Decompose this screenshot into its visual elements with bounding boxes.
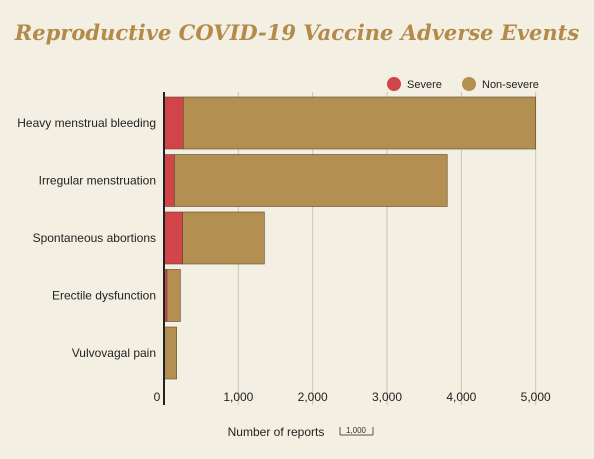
x-tick-label-1: 1,000 [223, 390, 253, 404]
bar-severe-2 [163, 211, 183, 265]
scale-indicator-label: 1,000 [346, 426, 367, 435]
legend-label-1: Non-severe [482, 79, 539, 91]
x-tick-label-0: 0 [154, 390, 161, 404]
category-label-4: Vulvovagal pain [72, 346, 156, 360]
chart-title: Reproductive COVID-19 Vaccine Adverse Ev… [14, 20, 580, 45]
legend-label-0: Severe [407, 79, 442, 91]
bar-severe-0 [163, 96, 184, 150]
category-label-0: Heavy menstrual bleeding [17, 116, 156, 130]
bar-non-severe-0 [183, 96, 536, 150]
x-tick-label-4: 4,000 [446, 390, 476, 404]
bar-severe-1 [163, 154, 175, 207]
x-tick-label-2: 2,000 [298, 390, 328, 404]
legend: Severe Non-severe [387, 77, 539, 91]
x-tick-label-3: 3,000 [372, 390, 402, 404]
legend-swatch-0 [387, 77, 401, 91]
legend-swatch-1 [462, 77, 476, 91]
category-label-1: Irregular menstruation [39, 174, 156, 188]
category-labels: Heavy menstrual bleeding Irregular menstr… [17, 116, 156, 360]
bar-non-severe-1 [174, 154, 448, 207]
scale-indicator: 1,000 [339, 426, 374, 436]
x-tick-label-5: 5,000 [521, 390, 551, 404]
category-label-3: Erectile dysfunction [52, 289, 156, 303]
bar-non-severe-3 [166, 269, 181, 322]
x-tick-labels: 0 1,000 2,000 3,000 4,000 5,000 [154, 390, 551, 404]
bars [163, 96, 536, 380]
bar-non-severe-4 [164, 326, 177, 380]
category-label-2: Spontaneous abortions [33, 231, 156, 245]
x-axis-label: Number of reports [228, 425, 325, 439]
bar-non-severe-2 [182, 211, 265, 265]
